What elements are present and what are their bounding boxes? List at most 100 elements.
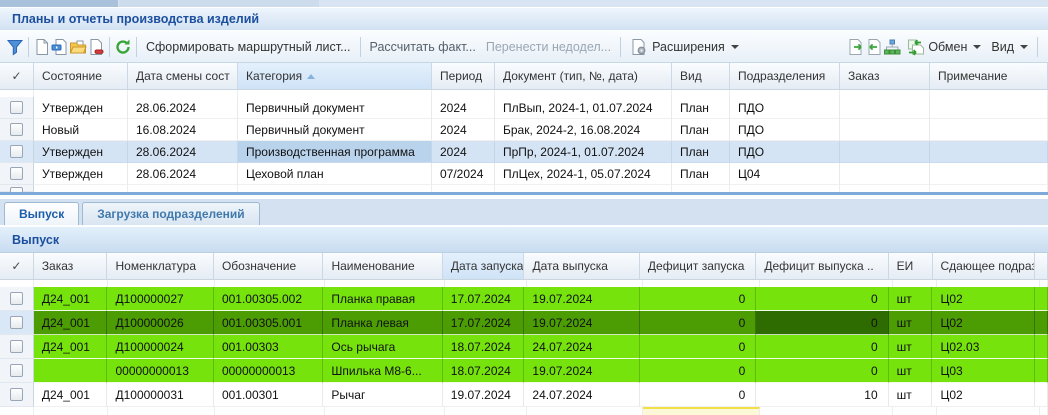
cell-nomenclature[interactable]: Д100000024 <box>107 335 214 359</box>
cell-nomenclature[interactable]: Д100000031 <box>107 383 214 407</box>
column-header-unit[interactable]: ЕИ <box>889 253 933 279</box>
cell-nomenclature[interactable]: 00000000013 <box>107 359 214 383</box>
table-row[interactable]: Д24_001 Д100000031 001.00301 Рычаг 19.07.202… <box>0 383 1048 407</box>
cell-name[interactable]: Планка левая <box>323 311 443 335</box>
column-header-launch_deficit[interactable]: Дефицит запуска <box>640 253 757 279</box>
cell-order[interactable] <box>840 163 930 185</box>
cell-release_deficit[interactable]: 0 <box>756 287 889 311</box>
cell-department[interactable]: Ц02.03 <box>932 335 1035 359</box>
cell-order[interactable] <box>840 97 930 119</box>
row-checkbox[interactable] <box>9 316 23 329</box>
column-header-check[interactable]: ✓ <box>0 63 34 89</box>
refresh-icon[interactable] <box>114 38 132 56</box>
cell-order[interactable] <box>840 119 930 141</box>
column-header-period[interactable]: Период <box>432 63 495 89</box>
cell-_end[interactable] <box>1034 359 1048 383</box>
cell-state[interactable]: Утвержден <box>34 141 128 163</box>
cell-unit[interactable]: шт <box>888 383 933 407</box>
table-row[interactable]: 00000000013 00000000013 Шпилька М8-6... 18.… <box>0 359 1048 383</box>
cell-date[interactable]: 28.06.2024 <box>128 97 238 119</box>
cell-launch_date[interactable]: 18.07.2024 <box>442 359 525 383</box>
column-header-designation[interactable]: Обозначение <box>214 253 324 279</box>
cell-department[interactable]: Ц03 <box>932 359 1035 383</box>
cell-period[interactable]: 2024 <box>432 97 495 119</box>
cell-document[interactable]: ПлЦех, 2024-1, 05.07.2024 <box>495 163 672 185</box>
cell-state[interactable]: Новый <box>34 119 128 141</box>
cell-launch_date[interactable]: 17.07.2024 <box>442 287 525 311</box>
cell-period[interactable]: 2024 <box>432 141 495 163</box>
cell-period[interactable]: 07/2024 <box>432 163 495 185</box>
column-header-state[interactable]: Состояние <box>34 63 128 89</box>
cell-release_date[interactable]: 19.07.2024 <box>524 359 640 383</box>
cell-kind[interactable]: План <box>672 119 730 141</box>
cell-unit[interactable]: шт <box>888 287 933 311</box>
cell-order[interactable] <box>840 141 930 163</box>
filter-icon[interactable] <box>6 38 24 56</box>
cell-order[interactable]: Д24_001 <box>33 311 108 335</box>
row-checkbox[interactable] <box>10 167 23 180</box>
cell-document[interactable]: ПлВып, 2024-1, 01.07.2024 <box>495 97 672 119</box>
new-document-icon[interactable] <box>33 38 51 56</box>
open-folder-icon[interactable] <box>69 38 87 56</box>
cell-document[interactable]: ПрПр, 2024-1, 01.07.2024 <box>495 141 672 163</box>
cell-order[interactable] <box>33 359 108 383</box>
row-checkbox[interactable] <box>10 101 23 114</box>
cell-launch_deficit[interactable]: 0 <box>639 311 757 335</box>
cell-category[interactable]: Первичный документ <box>238 97 432 119</box>
cell-note[interactable] <box>930 119 1048 141</box>
cell-department[interactable]: ПДО <box>730 119 840 141</box>
table-row[interactable]: Новый 16.08.2024 Первичный документ 2024 Бра… <box>0 119 1048 141</box>
table-row[interactable]: Утвержден 28.06.2024 Цеховой план 07/2024 Пл… <box>0 163 1048 185</box>
cell-department[interactable]: Ц02 <box>932 287 1035 311</box>
cell-launch_date[interactable]: 19.07.2024 <box>442 383 525 407</box>
cell-department[interactable]: ПДО <box>730 141 840 163</box>
table-row[interactable]: Д24_001 Д100000027 001.00305.002 Планка пра… <box>0 287 1048 311</box>
cell-note[interactable] <box>930 97 1048 119</box>
row-checkbox[interactable] <box>9 292 23 305</box>
cell-document[interactable]: Брак, 2024-2, 16.08.2024 <box>495 119 672 141</box>
column-header-release_deficit[interactable]: Дефицит выпуска .. <box>756 253 889 279</box>
row-checkbox[interactable] <box>9 364 23 377</box>
cell-date[interactable]: 28.06.2024 <box>128 163 238 185</box>
cell-period[interactable]: 2024 <box>432 119 495 141</box>
exchange-button[interactable]: Обмен <box>901 36 986 58</box>
cell-kind[interactable]: План <box>672 163 730 185</box>
row-check-cell[interactable] <box>0 119 34 141</box>
cell-release_deficit[interactable]: 0 <box>756 359 889 383</box>
cell-nomenclature[interactable]: Д100000027 <box>107 287 214 311</box>
cell-kind[interactable]: План <box>672 141 730 163</box>
cell-release_deficit[interactable]: 10 <box>756 383 889 407</box>
view-button[interactable]: Вид <box>986 38 1033 56</box>
cell-state[interactable]: Утвержден <box>34 97 128 119</box>
column-header-_end[interactable] <box>1035 253 1048 279</box>
cell-launch_deficit[interactable]: 0 <box>639 383 757 407</box>
cell-designation[interactable]: 001.00305.001 <box>213 311 324 335</box>
column-header-release_date[interactable]: Дата выпуска <box>524 253 640 279</box>
cell-designation[interactable]: 00000000013 <box>213 359 324 383</box>
row-check-cell[interactable] <box>0 97 34 119</box>
column-header-note[interactable]: Примечание <box>930 63 1048 89</box>
table-row[interactable]: Утвержден 28.06.2024 Первичный документ 202… <box>0 97 1048 119</box>
edit-document-icon[interactable] <box>51 38 69 56</box>
table-row[interactable]: Д24_001 Д100000026 001.00305.001 Планка лев… <box>0 311 1048 335</box>
cell-release_date[interactable]: 24.07.2024 <box>524 335 640 359</box>
cell-state[interactable]: Утвержден <box>34 163 128 185</box>
cell-name[interactable]: Шпилька М8-6... <box>323 359 443 383</box>
cell-order[interactable]: Д24_001 <box>33 383 108 407</box>
cell-release_date[interactable]: 19.07.2024 <box>524 311 640 335</box>
cell-launch_deficit[interactable]: 0 <box>639 359 757 383</box>
cell-_end[interactable] <box>1034 383 1048 407</box>
cell-department[interactable]: Ц02 <box>932 311 1035 335</box>
column-header-order[interactable]: Заказ <box>34 253 108 279</box>
cell-launch_deficit[interactable]: 0 <box>639 335 757 359</box>
import-icon[interactable] <box>865 38 883 56</box>
column-header-kind[interactable]: Вид <box>672 63 730 89</box>
cell-unit[interactable]: шт <box>888 311 933 335</box>
calc-fact-button[interactable]: Рассчитать факт... <box>369 39 476 54</box>
extensions-button[interactable]: Расширения <box>625 36 744 58</box>
cell-_end[interactable] <box>1034 287 1048 311</box>
column-header-order[interactable]: Заказ <box>840 63 930 89</box>
cell-department[interactable]: Ц04 <box>730 163 840 185</box>
cell-date[interactable]: 16.08.2024 <box>128 119 238 141</box>
cell-nomenclature[interactable]: Д100000026 <box>107 311 214 335</box>
